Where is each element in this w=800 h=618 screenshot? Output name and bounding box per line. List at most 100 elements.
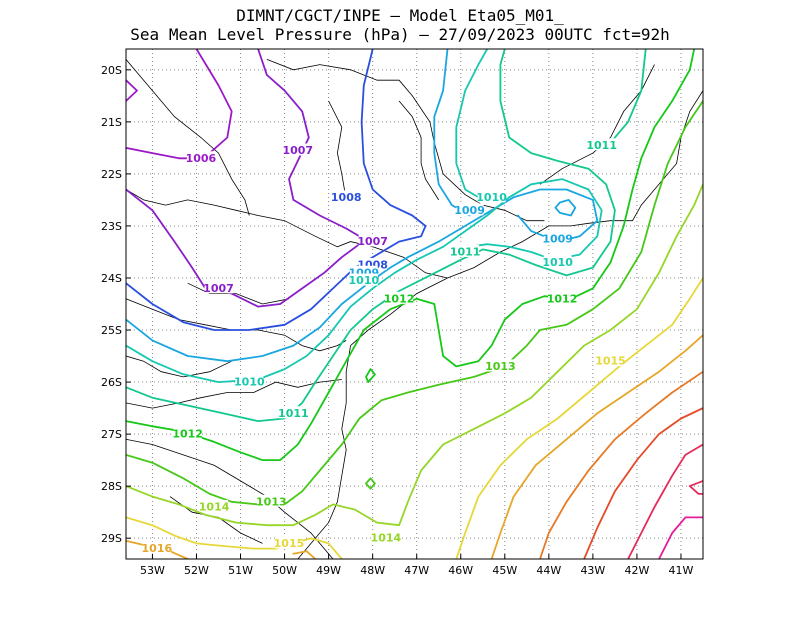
contour-label-bg [204, 281, 233, 294]
contour-label: 1010 [234, 376, 265, 389]
isobar-1009 [554, 199, 577, 217]
contour-label: 1012 [384, 292, 415, 305]
contour-label-bg [543, 255, 572, 268]
isobar-1015 [455, 277, 703, 559]
lat-tick-label: 27S [101, 428, 122, 441]
lat-tick-label: 21S [101, 116, 122, 129]
contour-label-bg [455, 203, 484, 216]
boundary-line [126, 379, 342, 409]
contour-label: 1008 [331, 191, 362, 204]
boundary-line [187, 282, 290, 305]
lat-tick-label: 29S [101, 532, 122, 545]
contour-label-bg [451, 244, 480, 257]
contour-label-bg [596, 354, 625, 367]
contour-label-bg [235, 375, 264, 388]
isobar-1006 [126, 49, 233, 160]
contour-label: 1010 [542, 256, 573, 269]
isobar-1015 [126, 516, 343, 559]
contour-label: 1010 [349, 274, 380, 287]
lat-tick-label: 26S [101, 376, 122, 389]
lat-tick-label: 20S [101, 64, 122, 77]
lon-tick-label: 43W [580, 564, 605, 577]
contour-labels: 1006100710071007100810081009100910091010… [142, 138, 626, 555]
boundary-line [398, 100, 440, 201]
lat-tick-label: 23S [101, 220, 122, 233]
lat-tick-label: 28S [101, 480, 122, 493]
boundary-line [126, 59, 250, 216]
contour-label: 1016 [142, 542, 173, 555]
isobar-1010 [455, 49, 489, 201]
isobar-1013 [126, 100, 703, 506]
contour-label: 1009 [542, 232, 573, 245]
boundary-line [297, 345, 351, 559]
contour-label-bg [349, 273, 378, 286]
lon-tick-label: 52W [184, 564, 209, 577]
isobar-1012 [126, 49, 696, 461]
contour-label: 1014 [371, 532, 402, 545]
contour-label-bg [548, 291, 577, 304]
contour-label: 1007 [282, 144, 313, 157]
lat-tick-label: 25S [101, 324, 122, 337]
contour-label-bg [257, 494, 286, 507]
boundary-line [539, 64, 655, 185]
axis-ticks: 20S 21S 22S 23S 24S 25S 26S 27S 28S 29S 53W 52W 51W 5… [101, 64, 694, 577]
contour-label-bg [385, 291, 414, 304]
boundary-line [350, 90, 703, 346]
lat-tick-label: 24S [101, 272, 122, 285]
isobar-1011 [126, 49, 616, 422]
contour-label-bg [371, 531, 400, 544]
isobar-1016 [490, 334, 703, 559]
lon-tick-label: 49W [316, 564, 341, 577]
contour-label: 1010 [476, 191, 507, 204]
contour-label-bg [186, 151, 215, 164]
isobar-1007 [126, 188, 361, 308]
isobar-1019 [688, 480, 703, 495]
contour-label: 1012 [172, 428, 203, 441]
contour-label: 1006 [186, 152, 217, 165]
lon-tick-label: 47W [404, 564, 429, 577]
isobar-1020 [658, 516, 703, 559]
boundary-line [126, 298, 347, 352]
contour-label: 1013 [256, 495, 287, 508]
lon-tick-label: 46W [448, 564, 473, 577]
contour-label: 1015 [595, 355, 626, 368]
contour-label: 1014 [199, 500, 230, 513]
contour-label-bg [587, 138, 616, 151]
contour-label: 1007 [357, 235, 388, 248]
contour-label: 1015 [274, 537, 305, 550]
isobar-1006 [126, 79, 138, 102]
contour-label: 1013 [485, 360, 516, 373]
contour-label: 1011 [586, 139, 617, 152]
contour-label: 1009 [454, 204, 485, 217]
contour-label-bg [173, 427, 202, 440]
contour-label-bg [283, 143, 312, 156]
isobar-1009 [126, 188, 599, 363]
isobar-1019 [627, 443, 703, 559]
contour-label-bg [486, 359, 515, 372]
grid-lines [126, 49, 703, 559]
title-line-2: Sea Mean Level Pressure (hPa) – 27/09/20… [130, 25, 670, 44]
contour-label-bg [543, 231, 572, 244]
isobar-1011 [609, 49, 647, 144]
lon-tick-label: 50W [272, 564, 297, 577]
isobar-contours [126, 49, 703, 559]
contour-label: 1007 [203, 282, 234, 295]
boundary-line [126, 355, 232, 378]
contour-label-bg [477, 190, 506, 203]
title-line-1: DIMNT/CGCT/INPE – Model Eta05_M01_ [236, 6, 564, 25]
contour-label-bg [358, 234, 387, 247]
lat-tick-label: 22S [101, 168, 122, 181]
isobar-1016 [292, 550, 317, 559]
boundary-line [126, 189, 448, 279]
chart-title: DIMNT/CGCT/INPE – Model Eta05_M01_ Sea M… [0, 6, 800, 44]
isobar-1018 [583, 407, 703, 559]
lon-tick-label: 53W [140, 564, 165, 577]
lon-tick-label: 48W [360, 564, 385, 577]
isobar-1014 [126, 183, 703, 527]
contour-label-bg [274, 536, 303, 549]
lon-tick-label: 41W [669, 564, 694, 577]
plot-frame [125, 48, 704, 560]
boundary-line [328, 100, 347, 200]
lon-tick-label: 44W [536, 564, 561, 577]
